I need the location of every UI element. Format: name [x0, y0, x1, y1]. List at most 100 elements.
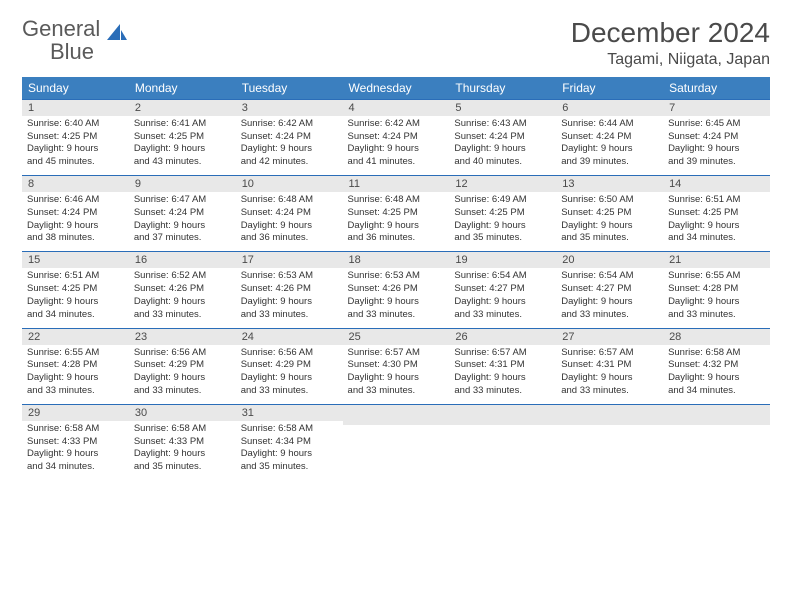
- day-number: 16: [129, 252, 236, 268]
- day-line-sr: Sunrise: 6:46 AM: [27, 194, 124, 207]
- day-line-d1: Daylight: 9 hours: [668, 220, 765, 233]
- day-line-ss: Sunset: 4:31 PM: [561, 359, 658, 372]
- day-line-ss: Sunset: 4:24 PM: [454, 131, 551, 144]
- day-line-d1: Daylight: 9 hours: [348, 372, 445, 385]
- day-number: 23: [129, 329, 236, 345]
- week-row: 15Sunrise: 6:51 AMSunset: 4:25 PMDayligh…: [22, 252, 770, 328]
- day-line-d2: and 37 minutes.: [134, 232, 231, 245]
- day-cell: 12Sunrise: 6:49 AMSunset: 4:25 PMDayligh…: [449, 176, 556, 252]
- day-cell: 15Sunrise: 6:51 AMSunset: 4:25 PMDayligh…: [22, 252, 129, 328]
- day-cell: [663, 404, 770, 480]
- day-line-d1: Daylight: 9 hours: [454, 372, 551, 385]
- day-line-d1: Daylight: 9 hours: [27, 143, 124, 156]
- day-detail: Sunrise: 6:55 AMSunset: 4:28 PMDaylight:…: [22, 345, 129, 404]
- day-line-sr: Sunrise: 6:42 AM: [241, 118, 338, 131]
- day-line-d2: and 43 minutes.: [134, 156, 231, 169]
- logo-sail-icon: [107, 24, 127, 40]
- day-line-d2: and 38 minutes.: [27, 232, 124, 245]
- day-number: 27: [556, 329, 663, 345]
- day-line-d2: and 33 minutes.: [134, 385, 231, 398]
- day-cell: 2Sunrise: 6:41 AMSunset: 4:25 PMDaylight…: [129, 99, 236, 175]
- day-line-sr: Sunrise: 6:51 AM: [27, 270, 124, 283]
- day-line-sr: Sunrise: 6:54 AM: [454, 270, 551, 283]
- day-cell: 24Sunrise: 6:56 AMSunset: 4:29 PMDayligh…: [236, 328, 343, 404]
- day-cell: 31Sunrise: 6:58 AMSunset: 4:34 PMDayligh…: [236, 404, 343, 480]
- day-number: 2: [129, 100, 236, 116]
- day-line-d1: Daylight: 9 hours: [134, 220, 231, 233]
- day-detail: Sunrise: 6:58 AMSunset: 4:34 PMDaylight:…: [236, 421, 343, 480]
- day-line-ss: Sunset: 4:34 PM: [241, 436, 338, 449]
- day-line-sr: Sunrise: 6:57 AM: [348, 347, 445, 360]
- day-number: 26: [449, 329, 556, 345]
- day-line-sr: Sunrise: 6:58 AM: [27, 423, 124, 436]
- day-line-sr: Sunrise: 6:48 AM: [241, 194, 338, 207]
- day-line-ss: Sunset: 4:24 PM: [348, 131, 445, 144]
- day-cell: 21Sunrise: 6:55 AMSunset: 4:28 PMDayligh…: [663, 252, 770, 328]
- day-line-sr: Sunrise: 6:56 AM: [241, 347, 338, 360]
- day-cell: 27Sunrise: 6:57 AMSunset: 4:31 PMDayligh…: [556, 328, 663, 404]
- calendar-page: General Blue December 2024 Tagami, Niiga…: [0, 0, 792, 498]
- day-line-ss: Sunset: 4:25 PM: [668, 207, 765, 220]
- day-number: 22: [22, 329, 129, 345]
- week-row: 8Sunrise: 6:46 AMSunset: 4:24 PMDaylight…: [22, 176, 770, 252]
- day-header-fri: Friday: [556, 77, 663, 100]
- month-title: December 2024: [571, 18, 770, 49]
- day-number: 28: [663, 329, 770, 345]
- day-detail: Sunrise: 6:42 AMSunset: 4:24 PMDaylight:…: [236, 116, 343, 175]
- day-line-d2: and 33 minutes.: [134, 309, 231, 322]
- day-number: 11: [343, 176, 450, 192]
- day-line-d2: and 33 minutes.: [561, 309, 658, 322]
- day-number: 18: [343, 252, 450, 268]
- day-line-ss: Sunset: 4:24 PM: [241, 207, 338, 220]
- empty-day-body: [449, 425, 556, 475]
- day-line-ss: Sunset: 4:32 PM: [668, 359, 765, 372]
- day-cell: 7Sunrise: 6:45 AMSunset: 4:24 PMDaylight…: [663, 99, 770, 175]
- day-cell: 1Sunrise: 6:40 AMSunset: 4:25 PMDaylight…: [22, 99, 129, 175]
- day-line-sr: Sunrise: 6:42 AM: [348, 118, 445, 131]
- day-line-d2: and 34 minutes.: [668, 232, 765, 245]
- day-cell: 28Sunrise: 6:58 AMSunset: 4:32 PMDayligh…: [663, 328, 770, 404]
- day-header-sun: Sunday: [22, 77, 129, 100]
- day-number: 31: [236, 405, 343, 421]
- day-header-mon: Monday: [129, 77, 236, 100]
- day-line-d1: Daylight: 9 hours: [454, 220, 551, 233]
- empty-day-number: [556, 405, 663, 425]
- day-line-sr: Sunrise: 6:47 AM: [134, 194, 231, 207]
- day-number: 29: [22, 405, 129, 421]
- day-number: 6: [556, 100, 663, 116]
- day-number: 1: [22, 100, 129, 116]
- page-header: General Blue December 2024 Tagami, Niiga…: [22, 18, 770, 69]
- day-line-d2: and 34 minutes.: [27, 309, 124, 322]
- day-line-d2: and 40 minutes.: [454, 156, 551, 169]
- day-number: 20: [556, 252, 663, 268]
- day-cell: 19Sunrise: 6:54 AMSunset: 4:27 PMDayligh…: [449, 252, 556, 328]
- day-line-d2: and 36 minutes.: [241, 232, 338, 245]
- day-detail: Sunrise: 6:54 AMSunset: 4:27 PMDaylight:…: [556, 268, 663, 327]
- day-line-ss: Sunset: 4:25 PM: [27, 283, 124, 296]
- day-line-d2: and 33 minutes.: [668, 309, 765, 322]
- day-header-thu: Thursday: [449, 77, 556, 100]
- day-line-d2: and 42 minutes.: [241, 156, 338, 169]
- day-line-d1: Daylight: 9 hours: [348, 143, 445, 156]
- empty-day-number: [343, 405, 450, 425]
- day-line-d1: Daylight: 9 hours: [561, 372, 658, 385]
- day-line-d1: Daylight: 9 hours: [134, 143, 231, 156]
- day-line-ss: Sunset: 4:28 PM: [668, 283, 765, 296]
- day-cell: 13Sunrise: 6:50 AMSunset: 4:25 PMDayligh…: [556, 176, 663, 252]
- day-line-d2: and 45 minutes.: [27, 156, 124, 169]
- day-line-sr: Sunrise: 6:57 AM: [454, 347, 551, 360]
- day-detail: Sunrise: 6:58 AMSunset: 4:32 PMDaylight:…: [663, 345, 770, 404]
- day-line-ss: Sunset: 4:31 PM: [454, 359, 551, 372]
- day-header-tue: Tuesday: [236, 77, 343, 100]
- day-line-d1: Daylight: 9 hours: [134, 372, 231, 385]
- day-line-ss: Sunset: 4:30 PM: [348, 359, 445, 372]
- day-line-sr: Sunrise: 6:54 AM: [561, 270, 658, 283]
- day-detail: Sunrise: 6:51 AMSunset: 4:25 PMDaylight:…: [663, 192, 770, 251]
- day-cell: 5Sunrise: 6:43 AMSunset: 4:24 PMDaylight…: [449, 99, 556, 175]
- day-line-ss: Sunset: 4:26 PM: [241, 283, 338, 296]
- day-detail: Sunrise: 6:56 AMSunset: 4:29 PMDaylight:…: [129, 345, 236, 404]
- day-number: 5: [449, 100, 556, 116]
- day-line-sr: Sunrise: 6:45 AM: [668, 118, 765, 131]
- day-detail: Sunrise: 6:46 AMSunset: 4:24 PMDaylight:…: [22, 192, 129, 251]
- day-line-d1: Daylight: 9 hours: [348, 220, 445, 233]
